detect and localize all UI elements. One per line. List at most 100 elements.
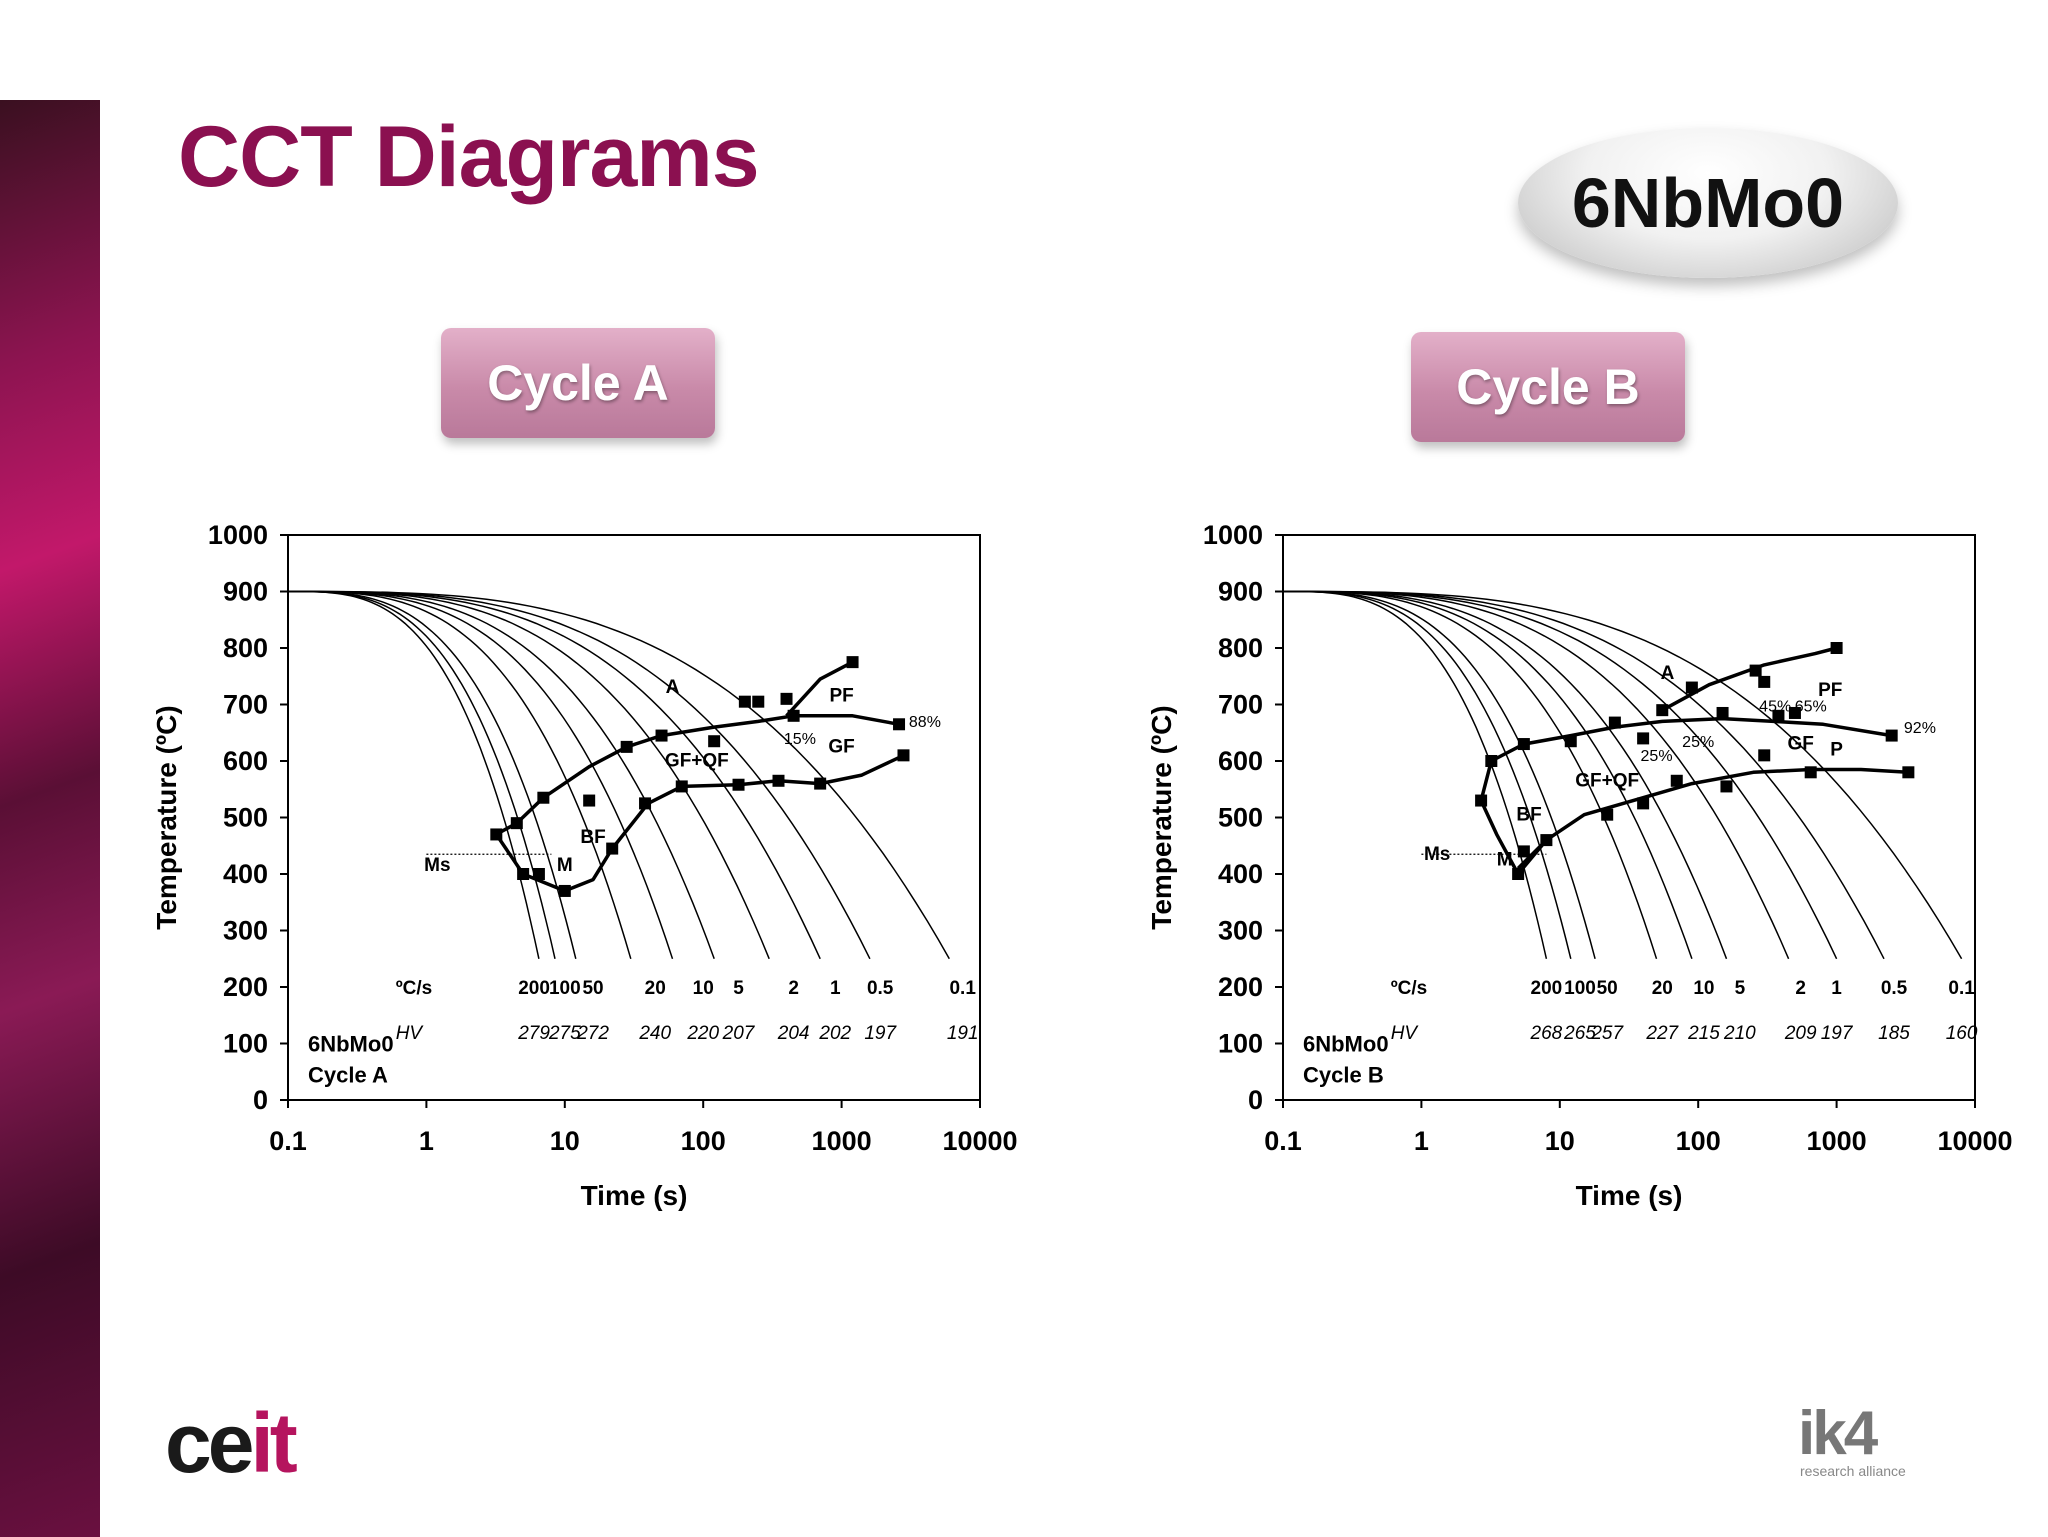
data-point	[1749, 664, 1762, 677]
data-point	[1512, 868, 1525, 880]
data-point	[1716, 706, 1729, 719]
hardness-label: 210	[1723, 1023, 1756, 1044]
data-point	[738, 695, 751, 708]
hardness-label: 215	[1687, 1023, 1720, 1044]
phase-label: GF	[1787, 734, 1813, 755]
hardness-label: 220	[686, 1023, 719, 1044]
phase-label: GF+QF	[665, 751, 729, 772]
ik4-logo: ik4 research alliance	[1798, 1399, 1906, 1480]
x-axis-label: Time (s)	[1576, 1180, 1683, 1211]
x-tick-label: 0.1	[269, 1126, 307, 1156]
y-tick-label: 100	[1218, 1029, 1263, 1059]
y-tick-label: 300	[1218, 916, 1263, 946]
hardness-label: 279	[517, 1023, 550, 1044]
phase-label: P	[1830, 739, 1843, 760]
hv-header: HV	[396, 1023, 425, 1044]
y-tick-label: 400	[1218, 859, 1263, 889]
cooling-curve	[1283, 590, 1548, 959]
sample-label: 6NbMo0	[1303, 1032, 1389, 1057]
rate-label: 10	[1693, 978, 1714, 999]
y-tick-label: 400	[223, 859, 268, 889]
page-title: CCT Diagrams	[178, 109, 760, 205]
x-tick-label: 0.1	[1264, 1126, 1302, 1156]
phase-label: 25%	[1682, 734, 1714, 751]
hardness-label: 202	[818, 1023, 851, 1044]
data-point	[655, 729, 668, 742]
x-tick-label: 1	[419, 1126, 434, 1156]
y-tick-label: 800	[1218, 633, 1263, 663]
sidebar-band	[0, 100, 100, 1537]
rate-label: 50	[582, 978, 603, 999]
data-point	[532, 868, 545, 880]
data-point	[490, 828, 503, 841]
hardness-label: 209	[1784, 1023, 1817, 1044]
phase-label: PF	[1818, 680, 1842, 701]
x-tick-label: 100	[681, 1126, 726, 1156]
y-tick-label: 1000	[1203, 520, 1263, 550]
sample-label: Cycle B	[1303, 1063, 1384, 1088]
data-point	[1685, 681, 1698, 694]
transformation-line	[1516, 767, 1909, 870]
data-point	[639, 797, 652, 810]
phase-label: GF+QF	[1575, 770, 1639, 791]
hv-header: HV	[1391, 1023, 1420, 1044]
data-point	[1885, 729, 1898, 742]
x-tick-label: 10	[1545, 1126, 1575, 1156]
rate-label: 5	[733, 978, 744, 999]
rate-label: 1	[830, 978, 841, 999]
data-point	[814, 777, 827, 790]
rate-header: ºC/s	[396, 978, 433, 999]
data-point	[1902, 766, 1915, 779]
y-tick-label: 900	[223, 577, 268, 607]
phase-label: A	[1661, 663, 1675, 684]
y-tick-label: 0	[1248, 1085, 1263, 1115]
cooling-curve	[1283, 590, 1963, 960]
rate-label: 0.1	[949, 978, 976, 999]
y-tick-label: 300	[223, 916, 268, 946]
x-tick-label: 10000	[942, 1126, 1017, 1156]
cooling-curve	[1283, 590, 1838, 960]
rate-label: 200	[1531, 978, 1563, 999]
data-point	[780, 692, 793, 705]
data-point	[1637, 732, 1650, 745]
x-tick-label: 10	[550, 1126, 580, 1156]
hardness-label: 227	[1645, 1023, 1679, 1044]
cooling-curve	[1283, 590, 1728, 960]
phase-label: 65%	[1795, 698, 1827, 715]
hardness-label: 204	[777, 1023, 810, 1044]
cycle-a-button[interactable]: Cycle A	[441, 328, 715, 438]
data-point	[1720, 780, 1733, 793]
transformation-line	[785, 660, 854, 717]
hardness-label: 197	[864, 1023, 897, 1044]
data-point	[1758, 675, 1771, 688]
phase-label: 88%	[909, 714, 941, 731]
y-tick-label: 600	[1218, 746, 1263, 776]
y-tick-label: 900	[1218, 577, 1263, 607]
hardness-label: 268	[1530, 1023, 1563, 1044]
rate-label: 20	[645, 978, 666, 999]
rate-label: 1	[1831, 978, 1842, 999]
data-point	[1788, 706, 1801, 719]
y-axis-label: Temperature (ºC)	[1146, 705, 1177, 929]
phase-label: A	[666, 677, 680, 698]
rate-label: 20	[1652, 978, 1673, 999]
data-point	[583, 794, 596, 807]
hardness-label: 272	[576, 1023, 609, 1044]
sample-label: 6NbMo0	[308, 1032, 394, 1057]
rate-label: 200	[518, 978, 550, 999]
data-point	[1564, 735, 1577, 748]
data-point	[1517, 738, 1530, 751]
cycle-b-button[interactable]: Cycle B	[1411, 332, 1685, 442]
x-tick-label: 1000	[812, 1126, 872, 1156]
ceit-logo: ceit	[165, 1396, 298, 1490]
phase-label: GF	[828, 737, 854, 758]
x-tick-label: 1000	[1807, 1126, 1867, 1156]
data-point	[1485, 755, 1498, 767]
y-tick-label: 500	[1218, 803, 1263, 833]
transformation-line	[1479, 799, 1548, 876]
hardness-label: 275	[548, 1023, 581, 1044]
hardness-label: 265	[1563, 1023, 1596, 1044]
data-point	[1475, 794, 1488, 807]
cooling-curve	[288, 590, 674, 960]
